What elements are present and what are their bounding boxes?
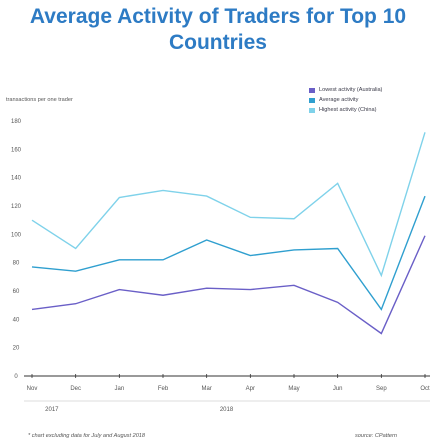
legend-item-lowest: Lowest activity (Australia) [309, 85, 382, 95]
y-tick-label: 0 [14, 374, 18, 380]
series-line-1 [31, 195, 426, 311]
y-tick-label: 140 [11, 176, 22, 182]
year-label: 2018 [220, 407, 234, 413]
x-tick-label: Dec [70, 386, 81, 392]
series-line-2 [31, 132, 426, 278]
y-tick-label: 40 [13, 317, 20, 323]
y-tick-label: 20 [13, 346, 20, 352]
x-tick-label: Sep [376, 386, 387, 392]
footnote: * chart excluding data for July and Augu… [28, 433, 146, 439]
year-label: 2017 [45, 407, 59, 413]
y-axis-label: transactions per one trader [6, 97, 73, 103]
x-tick-label: Mar [201, 386, 211, 392]
y-tick-label: 120 [11, 204, 22, 210]
y-tick-label: 60 [13, 289, 20, 295]
legend-item-average: Average activity [309, 95, 382, 105]
legend-label-lowest: Lowest activity (Australia) [319, 87, 383, 93]
series-line-0 [31, 235, 426, 335]
legend-label-average: Average activity [319, 97, 359, 103]
x-tick-label: Oct [420, 386, 430, 392]
y-tick-label: 80 [13, 261, 20, 267]
x-tick-label: Apr [246, 386, 255, 392]
x-tick-label: Nov [27, 386, 38, 392]
legend-label-highest: Highest activity (China) [319, 107, 377, 113]
legend: Lowest activity (Australia) Average acti… [309, 85, 382, 115]
legend-item-highest: Highest activity (China) [309, 105, 382, 115]
source-note: source: CPattern [355, 433, 397, 439]
y-tick-label: 100 [11, 232, 22, 238]
x-tick-label: Feb [158, 386, 169, 392]
x-tick-label: Jan [114, 386, 124, 392]
legend-swatch-average [309, 97, 315, 103]
y-tick-label: 160 [11, 147, 22, 153]
x-tick-label: May [288, 386, 299, 392]
chart-title: Average Activity of Traders for Top 10 C… [29, 5, 407, 54]
y-tick-label: 180 [11, 119, 22, 125]
legend-swatch-lowest [309, 87, 315, 93]
legend-swatch-highest [309, 107, 315, 113]
x-tick-label: Jun [333, 386, 343, 392]
